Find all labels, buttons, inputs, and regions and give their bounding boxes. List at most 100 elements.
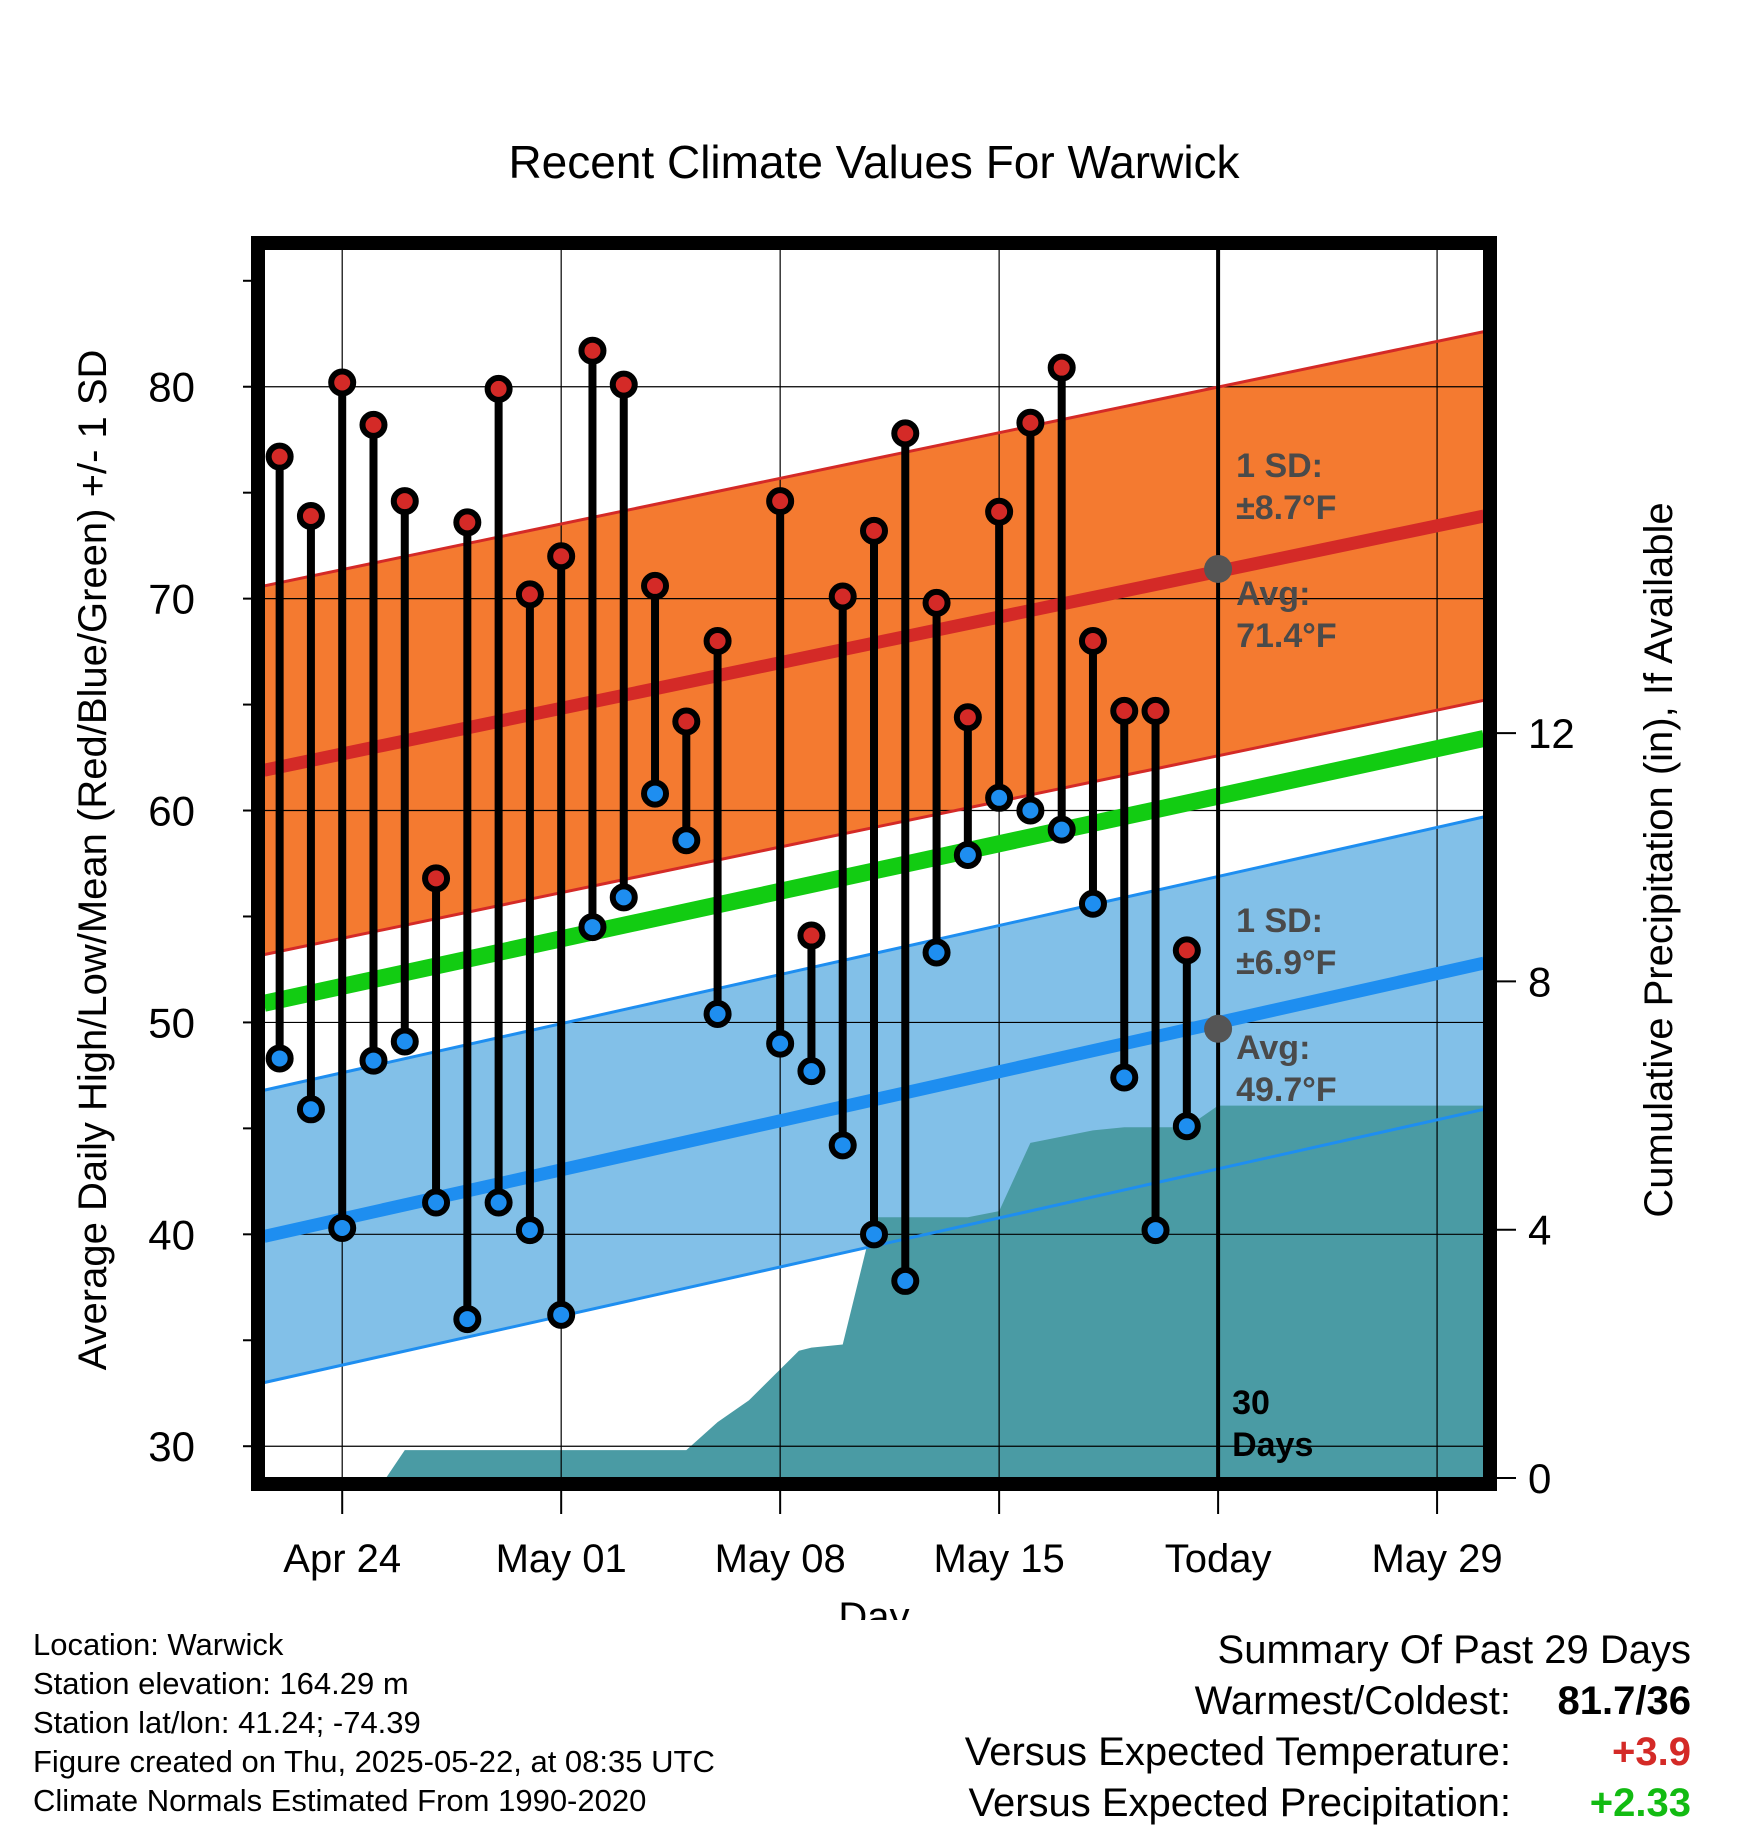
daily-low-point xyxy=(1078,889,1107,918)
y2-tick-label: 4 xyxy=(1528,1207,1551,1254)
daily-low-point xyxy=(328,1213,357,1242)
daily-low-point xyxy=(985,783,1014,812)
normals-text: Climate Normals Estimated From 1990-2020 xyxy=(33,1783,647,1818)
high-sd-annotation-line: 1 SD: xyxy=(1236,447,1323,485)
daily-low-point xyxy=(422,1188,451,1217)
high-avg-annotation: Avg: 71.4°F xyxy=(1236,575,1337,655)
daily-low-point xyxy=(1141,1216,1170,1245)
daily-low-point xyxy=(641,779,670,808)
daily-high-point xyxy=(609,370,638,399)
latlon-text: Station lat/lon: 41.24; -74.39 xyxy=(33,1705,421,1740)
summary-precipitation: Versus Expected Precipitation: +2.33 xyxy=(965,1778,1691,1829)
today-days-annotation: 30 Days xyxy=(1232,1384,1313,1464)
daily-high-point xyxy=(484,374,513,403)
y-tick-label: 50 xyxy=(148,999,195,1046)
y-tick-label: 70 xyxy=(148,576,195,623)
y-tick-label: 80 xyxy=(148,364,195,411)
daily-high-point xyxy=(828,582,857,611)
daily-high-point xyxy=(703,627,732,656)
daily-low-point xyxy=(609,883,638,912)
daily-low-point xyxy=(953,841,982,870)
summary-temperature: Versus Expected Temperature: +3.9 xyxy=(965,1727,1691,1778)
daily-high-point xyxy=(953,703,982,732)
daily-low-point xyxy=(1047,815,1076,844)
station-info: Location: Warwick Station elevation: 164… xyxy=(33,1625,715,1820)
daily-low-point xyxy=(922,938,951,967)
elevation-text: Station elevation: 164.29 m xyxy=(33,1666,409,1701)
daily-low-point xyxy=(578,913,607,942)
precip-label: Versus Expected Precipitation: xyxy=(968,1781,1511,1825)
temp-label: Versus Expected Temperature: xyxy=(964,1730,1511,1774)
warm-cold-label: Warmest/Coldest: xyxy=(1194,1679,1511,1723)
daily-range-stems xyxy=(275,350,1191,1320)
low-sd-annotation-line: ±6.9°F xyxy=(1236,944,1336,982)
cumulative-precip-area xyxy=(386,1105,1484,1478)
y2-tick-label: 0 xyxy=(1528,1455,1551,1502)
daily-high-point xyxy=(922,588,951,617)
y-tick-label: 30 xyxy=(148,1423,195,1470)
daily-high-point xyxy=(672,707,701,736)
daily-high-point xyxy=(515,580,544,609)
daily-high-point xyxy=(265,442,294,471)
daily-high-point xyxy=(1110,696,1139,725)
low-sd-annotation: 1 SD: ±6.9°F xyxy=(1236,902,1336,982)
daily-high-point xyxy=(985,497,1014,526)
daily-high-point xyxy=(891,419,920,448)
daily-high-point xyxy=(766,487,795,516)
daily-low-point xyxy=(453,1305,482,1334)
x-tick-label: May 08 xyxy=(715,1537,846,1581)
daily-high-point xyxy=(860,516,888,545)
x-tick-label: May 15 xyxy=(934,1537,1065,1581)
daily-low-point xyxy=(359,1046,388,1075)
daily-high-point xyxy=(1078,627,1107,656)
daily-low-point xyxy=(1172,1112,1201,1141)
y-axis-label: Average Daily High/Low/Mean (Red/Blue/Gr… xyxy=(71,350,115,1371)
high-avg-annotation-line: Avg: xyxy=(1236,575,1310,613)
daily-low-point xyxy=(766,1029,795,1058)
daily-low-point xyxy=(1110,1063,1139,1092)
today-high-avg-point xyxy=(1204,554,1233,583)
daily-low-point xyxy=(265,1044,294,1073)
daily-high-point xyxy=(1016,408,1045,437)
summary-warm-cold: Warmest/Coldest: 81.7/36 xyxy=(965,1676,1691,1727)
daily-low-point xyxy=(296,1095,325,1124)
x-tick-label: May 29 xyxy=(1371,1537,1502,1581)
daily-low-point xyxy=(484,1188,513,1217)
today-low-avg-point xyxy=(1204,1014,1233,1043)
daily-low-point xyxy=(672,826,701,855)
temp-value: +3.9 xyxy=(1612,1730,1691,1774)
created-text: Figure created on Thu, 2025-05-22, at 08… xyxy=(33,1744,715,1779)
daily-high-point xyxy=(296,501,325,530)
daily-low-point xyxy=(515,1216,544,1245)
x-tick-label: May 01 xyxy=(496,1537,627,1581)
y-tick-label: 40 xyxy=(148,1211,195,1258)
low-avg-annotation: Avg: 49.7°F xyxy=(1236,1029,1337,1109)
daily-high-point xyxy=(328,368,357,397)
precipitation-area xyxy=(386,1105,1484,1478)
annotations: 1 SD: ±8.7°F Avg: 71.4°F 1 SD: ±6.9°F Avg: 49.7… xyxy=(1204,447,1337,1464)
daily-low-point xyxy=(703,999,732,1028)
precip-value: +2.33 xyxy=(1589,1781,1691,1825)
daily-low-point xyxy=(390,1027,419,1056)
low-sd-annotation-line: 1 SD: xyxy=(1236,902,1323,940)
daily-high-point xyxy=(547,542,576,571)
daily-high-point xyxy=(390,487,419,516)
daily-high-point xyxy=(641,571,670,600)
daily-low-point xyxy=(797,1057,826,1086)
low-avg-annotation-line: Avg: xyxy=(1236,1029,1310,1067)
today-days-annotation-line: 30 xyxy=(1232,1384,1270,1422)
high-sd-annotation-line: ±8.7°F xyxy=(1236,489,1336,527)
daily-points xyxy=(265,336,1201,1334)
daily-high-point xyxy=(1141,696,1170,725)
daily-high-point xyxy=(1047,353,1076,382)
daily-high-point xyxy=(422,864,451,893)
summary-heading: Summary Of Past 29 Days xyxy=(1217,1628,1691,1672)
plot-border xyxy=(251,236,1497,1491)
warm-cold-value: 81.7/36 xyxy=(1557,1679,1691,1723)
plot-frame xyxy=(251,236,1497,1491)
daily-low-point xyxy=(828,1131,857,1160)
y2-tick-label: 8 xyxy=(1528,958,1551,1005)
x-tick-label: Apr 24 xyxy=(283,1537,401,1581)
daily-high-point xyxy=(453,508,482,537)
daily-high-point xyxy=(578,336,607,365)
